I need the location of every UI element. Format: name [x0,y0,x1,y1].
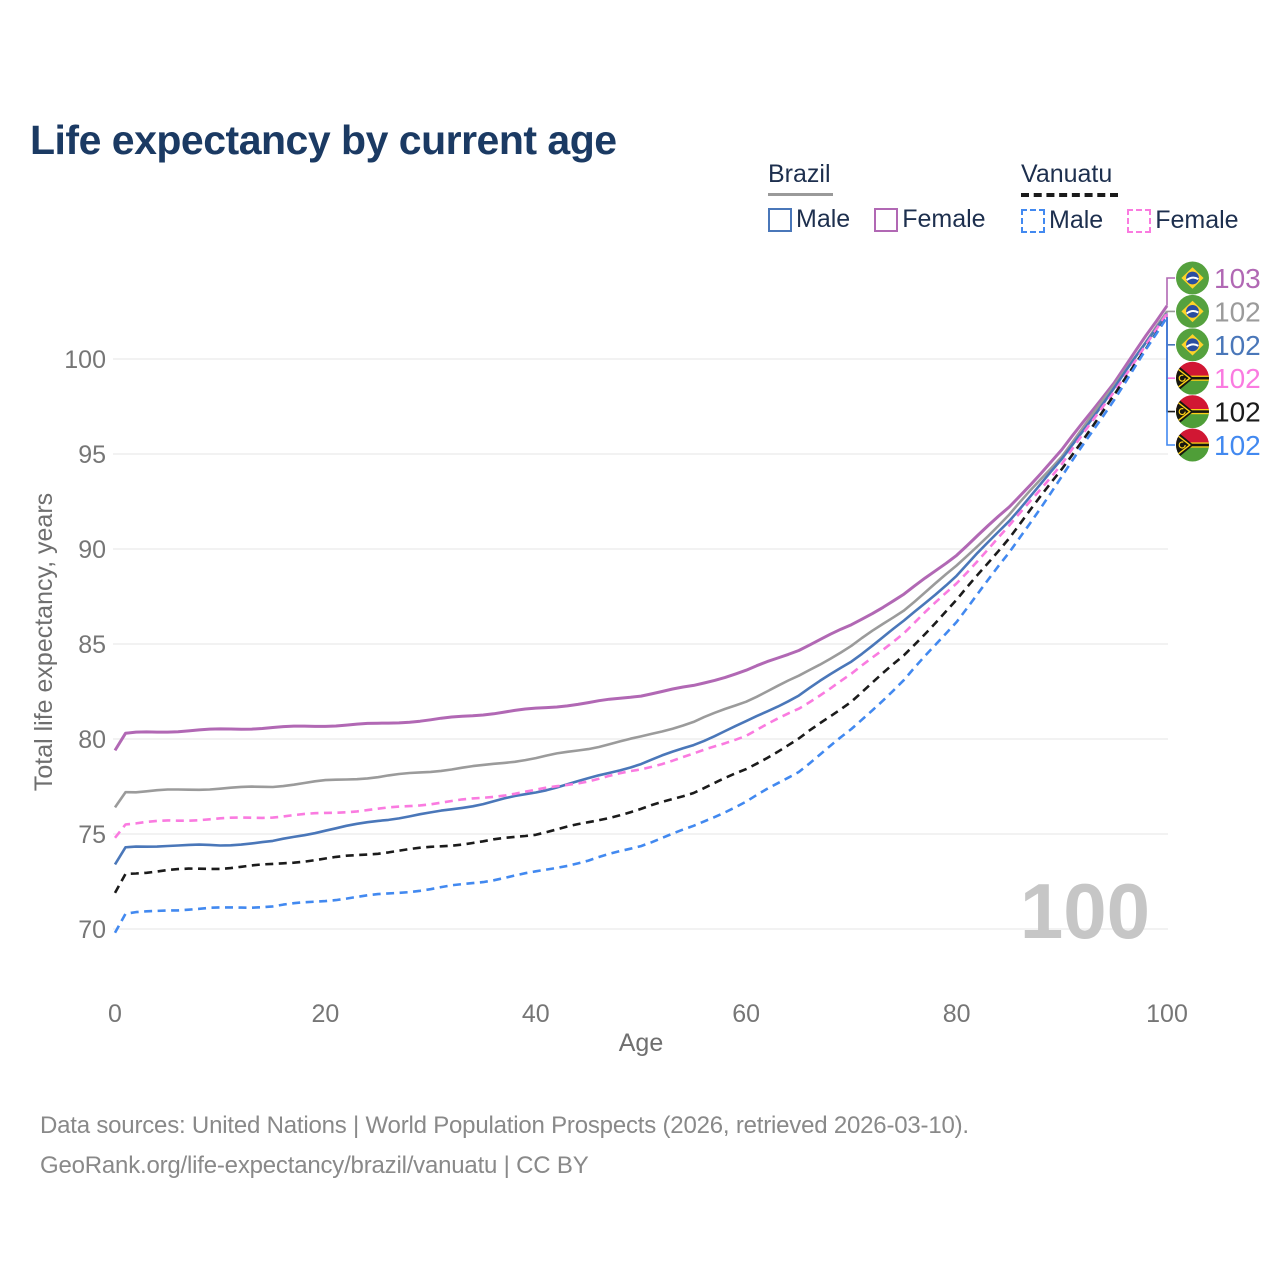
y-axis-title: Total life expectancy, years [30,493,58,791]
legend-group-brazil: Brazil Male Female [768,160,1010,234]
y-tick-85: 85 [78,631,106,659]
end-label-vanuatu-male: 102 [1214,430,1261,461]
line-brazil-both[interactable] [113,310,1169,809]
y-tick-90: 90 [78,536,106,564]
legend-label-vanuatu-female[interactable]: Female [1155,206,1239,234]
end-label-brazil-female: 103 [1214,263,1261,294]
x-tick-80: 80 [943,1000,971,1028]
y-tick-95: 95 [78,441,106,469]
leader-brazil-male [1166,313,1175,346]
legend-group-vanuatu: Vanuatu Male Female [1021,160,1263,235]
y-tick-75: 75 [78,821,106,849]
flag-vanuatu-icon [1176,428,1209,462]
y-tick-80: 80 [78,726,106,754]
leader-vanuatu-both [1166,317,1175,413]
life-expectancy-chart: 100 70 75 80 85 90 95 100 0 20 40 60 80 100 Age Total l… [30,261,1261,1057]
end-label-vanuatu-female: 102 [1214,363,1261,394]
legend-label-brazil-male[interactable]: Male [796,205,851,233]
line-brazil-female[interactable] [113,304,1169,752]
x-axis-title: Age [619,1029,663,1057]
end-label-vanuatu-both: 102 [1214,397,1261,428]
line-vanuatu-male[interactable] [113,316,1169,934]
line-vanuatu-female[interactable] [113,312,1169,839]
x-tick-0: 0 [108,1000,122,1028]
leader-brazil-female [1166,277,1175,306]
legend-swatch-brazil-female[interactable] [874,207,899,232]
flag-brazil-icon [1176,328,1209,362]
flag-brazil-icon [1176,261,1209,295]
line-vanuatu-both[interactable] [113,316,1169,894]
footer-attribution: GeoRank.org/life-expectancy/brazil/vanua… [40,1152,589,1179]
chart-footer: Data sources: United Nations | World Pop… [40,1106,969,1186]
legend-label-vanuatu-male[interactable]: Male [1049,206,1104,234]
legend-swatch-vanuatu-female[interactable] [1127,208,1152,233]
end-label-brazil-male: 102 [1214,330,1261,361]
x-tick-20: 20 [311,1000,339,1028]
footer-data-sources: Data sources: United Nations | World Pop… [40,1112,969,1139]
legend-swatch-brazil-male[interactable] [768,207,792,232]
x-tick-60: 60 [732,1000,760,1028]
flag-vanuatu-icon [1176,361,1209,395]
age-watermark: 100 [1020,867,1150,955]
leader-vanuatu-female [1166,313,1175,379]
leader-vanuatu-male [1166,317,1175,446]
page-title: Life expectancy by current age [30,117,617,164]
legend-group-label-brazil: Brazil [768,160,831,188]
x-tick-40: 40 [522,1000,550,1028]
flag-brazil-icon [1176,294,1209,328]
legend-underline-vanuatu [1021,193,1118,197]
legend-underline-brazil [768,193,833,196]
y-tick-100: 100 [64,346,106,374]
end-label-brazil-both: 102 [1214,296,1261,327]
legend-label-brazil-female[interactable]: Female [902,205,986,233]
legend-swatch-vanuatu-male[interactable] [1021,208,1045,233]
x-tick-100: 100 [1146,1000,1188,1028]
y-tick-70: 70 [78,916,106,944]
flag-vanuatu-icon [1176,395,1209,429]
line-brazil-male[interactable] [113,312,1169,866]
legend-group-label-vanuatu: Vanuatu [1021,160,1113,188]
